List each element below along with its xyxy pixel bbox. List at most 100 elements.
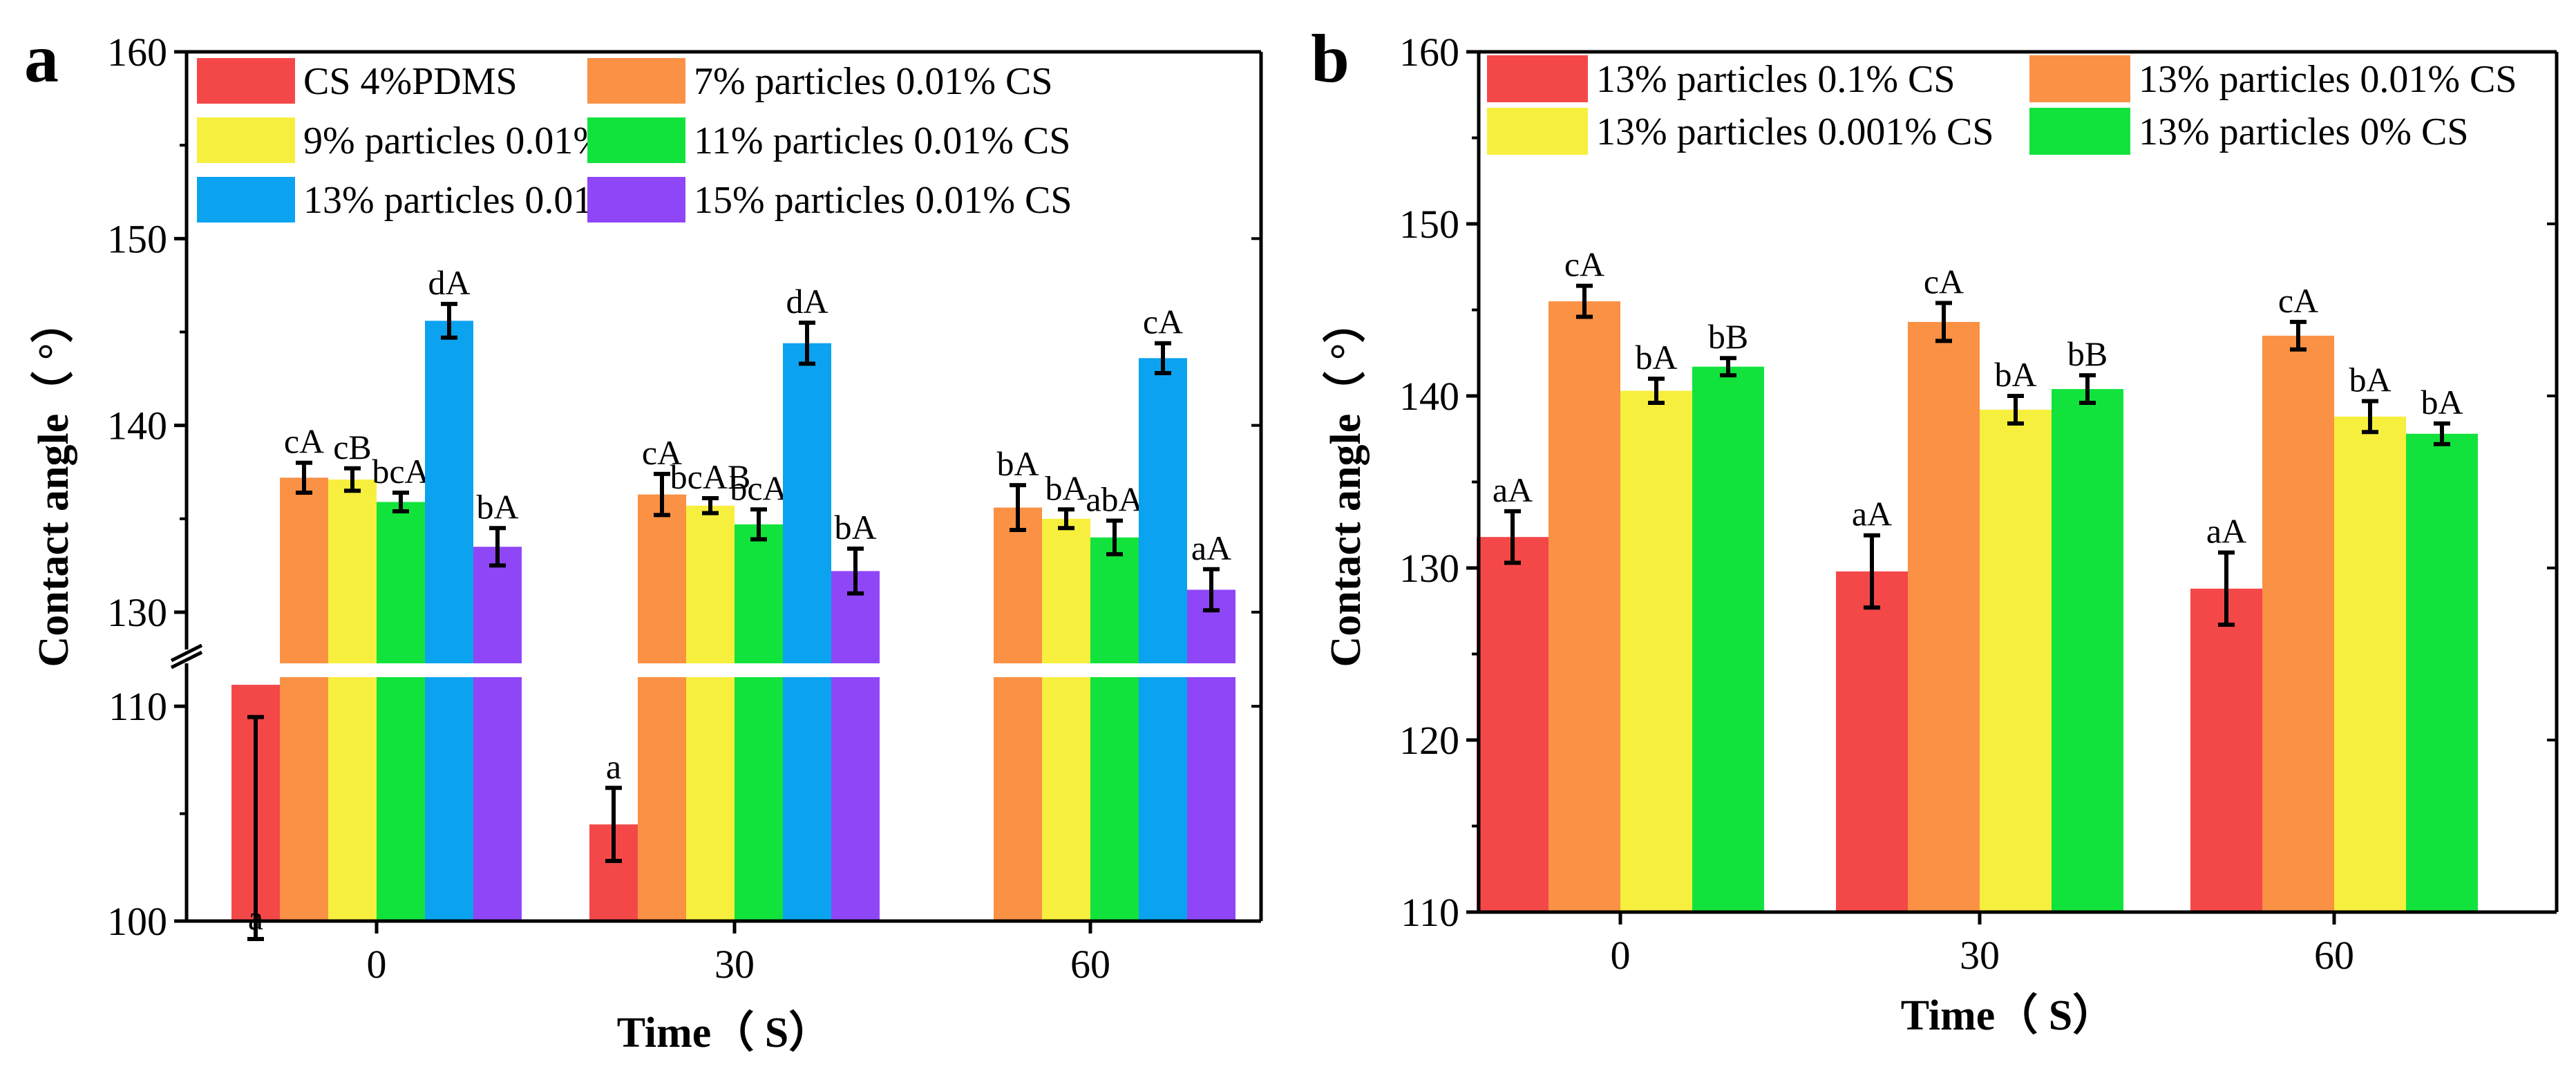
bar-significance-label: bcA [372, 452, 429, 491]
bar-significance-label: bB [1708, 317, 1748, 356]
legend-swatch [2029, 55, 2130, 102]
x-tick-label: 60 [2314, 933, 2354, 978]
legend-swatch [2029, 108, 2130, 155]
bar [735, 524, 783, 921]
legend-swatch [197, 58, 295, 104]
y-tick-label: 160 [1399, 30, 1459, 75]
x-tick-label: 30 [1960, 933, 2000, 978]
legend-label: 7% particles 0.01% CS [694, 60, 1052, 103]
bar-significance-label: a [606, 747, 621, 786]
bar-significance-label: cA [1143, 303, 1183, 341]
y-tick-label: 140 [1399, 374, 1459, 419]
bar [638, 494, 686, 921]
bar [1042, 518, 1090, 921]
bar-significance-label: cA [284, 422, 324, 461]
bar [1549, 301, 1620, 912]
bar-significance-label: aA [1493, 471, 1533, 509]
legend-label: 13% particles 0.001% CS [1596, 111, 1993, 153]
bar [280, 477, 328, 921]
x-tick-label: 60 [1070, 942, 1110, 987]
bar [783, 343, 831, 921]
legend-swatch [197, 117, 295, 163]
x-tick-label: 0 [367, 942, 387, 987]
bar-significance-label: bcA [730, 468, 787, 507]
bar [2262, 335, 2334, 913]
legend-label: 13% particles 0.1% CS [1596, 58, 1955, 101]
bar-significance-label: bA [996, 444, 1039, 483]
legend-swatch [197, 177, 295, 222]
bar-significance-label: aA [1852, 495, 1892, 533]
bar [2406, 433, 2478, 912]
panel-b: aA aA aA cA cA cA bA bA bA bB bB bA 110 120 130 140 150 1… [1311, 20, 2559, 1039]
y-tick-label: 100 [107, 899, 167, 944]
bar-significance-label: cB [333, 428, 372, 466]
bar [1908, 321, 1980, 912]
bar-significance-label: aA [1191, 529, 1231, 567]
bar-significance-label: dA [786, 282, 828, 321]
x-axis-title: Time（ S） [1901, 991, 2116, 1039]
y-tick-label: 150 [107, 216, 167, 261]
bar-significance-label: bB [2067, 334, 2108, 373]
bar-significance-label: bA [476, 487, 518, 526]
bar-significance-label: bA [1045, 468, 1087, 507]
bar [2052, 389, 2123, 912]
y-tick-label: 110 [108, 684, 167, 729]
y-tick-label: 130 [107, 590, 167, 635]
bar-significance-label: bA [2349, 360, 2391, 399]
y-tick-label: 120 [1399, 718, 1459, 763]
y-tick-label: 160 [107, 30, 167, 75]
bar-significance-label: bA [834, 508, 876, 547]
legend-label: 11% particles 0.01% CS [694, 120, 1070, 162]
y-axis-title: Contact angle（ °） [1321, 300, 1370, 667]
bar-significance-label: bA [1994, 355, 2036, 394]
bar-significance-label: bcAB [670, 457, 751, 496]
axis-break-mark [170, 650, 203, 670]
bar [1836, 571, 1908, 912]
bar [377, 502, 425, 921]
y-tick-label: 140 [107, 404, 167, 448]
legend-label: 15% particles 0.01% CS [694, 179, 1072, 222]
y-axis-title: Contact angle（ °） [29, 300, 77, 667]
legend-swatch [587, 117, 685, 163]
bar [425, 321, 473, 921]
axis-break-gap [189, 663, 1259, 677]
bar [1187, 589, 1235, 921]
legend-label: CS 4%PDMS [303, 60, 518, 103]
y-tick-label: 150 [1399, 202, 1459, 247]
y-tick-label: 130 [1399, 546, 1459, 591]
bar [1090, 537, 1139, 921]
y-tick-label: 110 [1401, 890, 1459, 935]
bar-significance-label: cA [1564, 245, 1604, 284]
legend-swatch [587, 177, 685, 222]
bar-significance-label: cA [2278, 281, 2318, 320]
panel-letter: a [24, 20, 59, 97]
bar-significance-label: bA [1635, 338, 1677, 377]
legend-swatch [587, 58, 685, 104]
bar-significance-label: cA [1924, 263, 1964, 301]
bar-significance-label: a [248, 898, 263, 937]
x-tick-label: 30 [714, 942, 755, 987]
bar [2334, 416, 2406, 912]
bar-significance-label: aA [2206, 512, 2246, 551]
bar [1692, 366, 1764, 912]
bar [2190, 588, 2262, 912]
bar [1980, 409, 2052, 912]
bar [1139, 358, 1187, 921]
bar-significance-label: abA [1086, 480, 1143, 518]
bar [328, 480, 377, 921]
bar [473, 547, 522, 921]
x-tick-label: 0 [1611, 933, 1631, 978]
bar [686, 505, 735, 921]
legend-swatch [1487, 108, 1588, 155]
bar [1620, 390, 1692, 912]
bar-significance-label: dA [428, 263, 470, 302]
panel-letter: b [1311, 20, 1349, 97]
bar [1477, 537, 1549, 912]
x-axis-title: Time（ S） [617, 1008, 832, 1056]
bar [831, 571, 880, 921]
legend-label: 13% particles 0% CS [2139, 111, 2468, 153]
legend-label: 13% particles 0.01% CS [2139, 58, 2517, 101]
axis-break-mark [170, 643, 203, 663]
